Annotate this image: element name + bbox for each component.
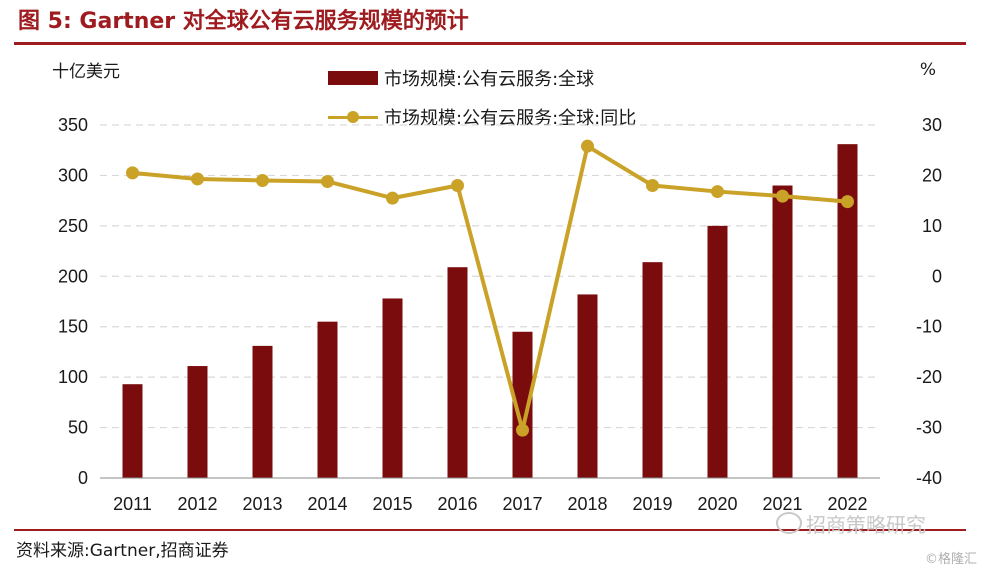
- y2-tick-label: -40: [916, 468, 942, 488]
- footer-divider: [14, 529, 966, 531]
- bar: [577, 294, 598, 478]
- bar: [382, 298, 403, 478]
- yoy-point: [191, 172, 204, 186]
- watermark-secondary: ©格隆汇: [925, 552, 978, 567]
- yoy-point: [646, 179, 659, 193]
- legend-item-bar: 市场规模:公有云服务:全球: [328, 66, 594, 90]
- bar: [447, 267, 468, 478]
- x-tick-label: 2015: [372, 494, 412, 514]
- yoy-point: [776, 189, 789, 203]
- y-tick-label: 350: [58, 115, 88, 135]
- legend-line-swatch: [328, 110, 378, 123]
- y-tick-label: 150: [58, 317, 88, 337]
- y2-tick-label: 10: [922, 216, 942, 236]
- yoy-line: [132, 144, 848, 433]
- yoy-point: [711, 185, 724, 199]
- bar: [317, 321, 338, 478]
- yoy-point: [581, 139, 594, 153]
- y-tick-label: 200: [58, 266, 88, 286]
- combo-chart: 0 50 100 150 200 250 300 350 -40 -30 -20 -10 0 10 20 30…: [58, 115, 942, 514]
- legend-item-line: 市场规模:公有云服务:全球:同比: [328, 105, 636, 129]
- bar: [187, 366, 208, 478]
- right-axis-unit: %: [919, 60, 936, 80]
- x-tick-label: 2020: [697, 494, 737, 514]
- x-tick-label: 2021: [762, 494, 802, 514]
- y2-tick-label: 20: [922, 165, 942, 185]
- watermark-text: 招商策略研究: [806, 513, 926, 537]
- y-tick-label: 300: [58, 165, 88, 185]
- x-tick-label: 2019: [632, 494, 672, 514]
- x-tick-label: 2014: [307, 494, 347, 514]
- y-tick-label: 0: [78, 468, 88, 488]
- y2-tick-label: -30: [916, 418, 942, 438]
- x-tick-label: 2018: [567, 494, 607, 514]
- chart-title: 图 5: Gartner 对全球公有云服务规模的预计: [18, 9, 469, 34]
- y-tick-label: 50: [68, 418, 88, 438]
- bar: [122, 384, 143, 478]
- bar: [772, 185, 793, 478]
- legend-line-label: 市场规模:公有云服务:全球:同比: [384, 108, 637, 129]
- bar: [512, 331, 533, 478]
- y2-tick-label: 0: [932, 266, 942, 286]
- x-tick-label: 2022: [827, 494, 867, 514]
- yoy-point: [126, 166, 139, 180]
- y2-tick-label: -10: [916, 317, 942, 337]
- x-tick-label: 2012: [177, 494, 217, 514]
- wechat-watermark-icon: [776, 512, 802, 534]
- bar: [707, 225, 728, 478]
- yoy-point: [516, 423, 529, 437]
- bar: [642, 262, 663, 478]
- left-axis-unit: 十亿美元: [52, 62, 120, 82]
- x-tick-label: 2013: [242, 494, 282, 514]
- title-divider: [14, 42, 966, 45]
- yoy-point: [841, 195, 854, 209]
- x-tick-label: 2016: [437, 494, 477, 514]
- y2-tick-label: 30: [922, 115, 942, 135]
- x-tick-label: 2017: [502, 494, 542, 514]
- bar: [837, 144, 858, 479]
- source-note: 资料来源:Gartner,招商证券: [16, 541, 229, 561]
- legend-bar-label: 市场规模:公有云服务:全球: [384, 69, 595, 90]
- bar: [252, 345, 273, 478]
- yoy-point: [386, 191, 399, 205]
- yoy-point: [256, 173, 269, 187]
- x-tick-label: 2011: [113, 494, 152, 514]
- yoy-point: [321, 174, 334, 188]
- legend-bar-swatch: [328, 71, 378, 85]
- yoy-point: [451, 179, 464, 193]
- y-tick-label: 100: [58, 367, 88, 387]
- y2-tick-label: -20: [916, 367, 942, 387]
- y-tick-label: 250: [58, 216, 88, 236]
